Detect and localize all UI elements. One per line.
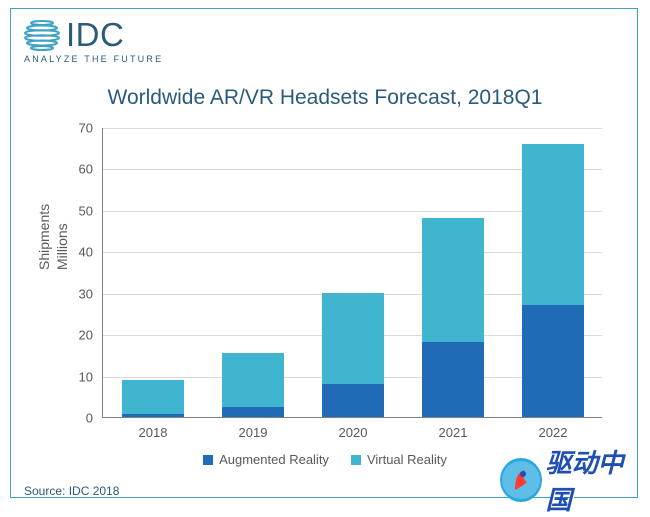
- y-tick-label: 10: [73, 369, 103, 384]
- bar-group: [122, 380, 184, 417]
- legend-item: Virtual Reality: [351, 452, 447, 467]
- bar-segment: [422, 218, 484, 342]
- y-tick-label: 30: [73, 286, 103, 301]
- bar-segment: [222, 407, 284, 417]
- bar-group: [422, 218, 484, 417]
- bar-segment: [122, 380, 184, 414]
- legend-swatch: [203, 455, 213, 465]
- legend-swatch: [351, 455, 361, 465]
- watermark: 驱动中国: [500, 450, 650, 510]
- x-tick-label: 2019: [239, 417, 268, 440]
- y-tick-label: 40: [73, 245, 103, 260]
- grid-line: [103, 128, 602, 129]
- bar-segment: [522, 144, 584, 306]
- y-axis-label-1: Shipments: [36, 204, 52, 270]
- logo-text: IDC: [66, 16, 124, 54]
- bar-segment: [122, 414, 184, 417]
- bar-group: [322, 293, 384, 417]
- x-tick-label: 2018: [139, 417, 168, 440]
- bar-segment: [422, 342, 484, 417]
- bar-segment: [222, 353, 284, 407]
- bar-group: [522, 144, 584, 417]
- watermark-text: 驱动中国: [546, 443, 644, 517]
- x-tick-label: 2021: [439, 417, 468, 440]
- globe-icon: [24, 17, 60, 53]
- legend-label: Virtual Reality: [367, 452, 447, 467]
- source-text: Source: IDC 2018: [24, 484, 119, 498]
- y-tick-label: 20: [73, 328, 103, 343]
- y-axis-label-2: Millions: [54, 223, 70, 270]
- legend-label: Augmented Reality: [219, 452, 329, 467]
- x-tick-label: 2020: [339, 417, 368, 440]
- bar-group: [222, 353, 284, 417]
- y-tick-label: 60: [73, 162, 103, 177]
- bar-segment: [322, 384, 384, 417]
- logo-tagline: ANALYZE THE FUTURE: [24, 54, 163, 64]
- y-tick-label: 0: [73, 411, 103, 426]
- chart-title: Worldwide AR/VR Headsets Forecast, 2018Q…: [0, 86, 650, 110]
- x-tick-label: 2022: [539, 417, 568, 440]
- bar-segment: [322, 293, 384, 384]
- watermark-badge-icon: [500, 458, 542, 502]
- idc-logo: IDC: [24, 16, 124, 54]
- legend-item: Augmented Reality: [203, 452, 329, 467]
- y-tick-label: 70: [73, 121, 103, 136]
- y-tick-label: 50: [73, 203, 103, 218]
- bar-segment: [522, 305, 584, 417]
- plot-area: 01020304050607020182019202020212022: [102, 128, 602, 418]
